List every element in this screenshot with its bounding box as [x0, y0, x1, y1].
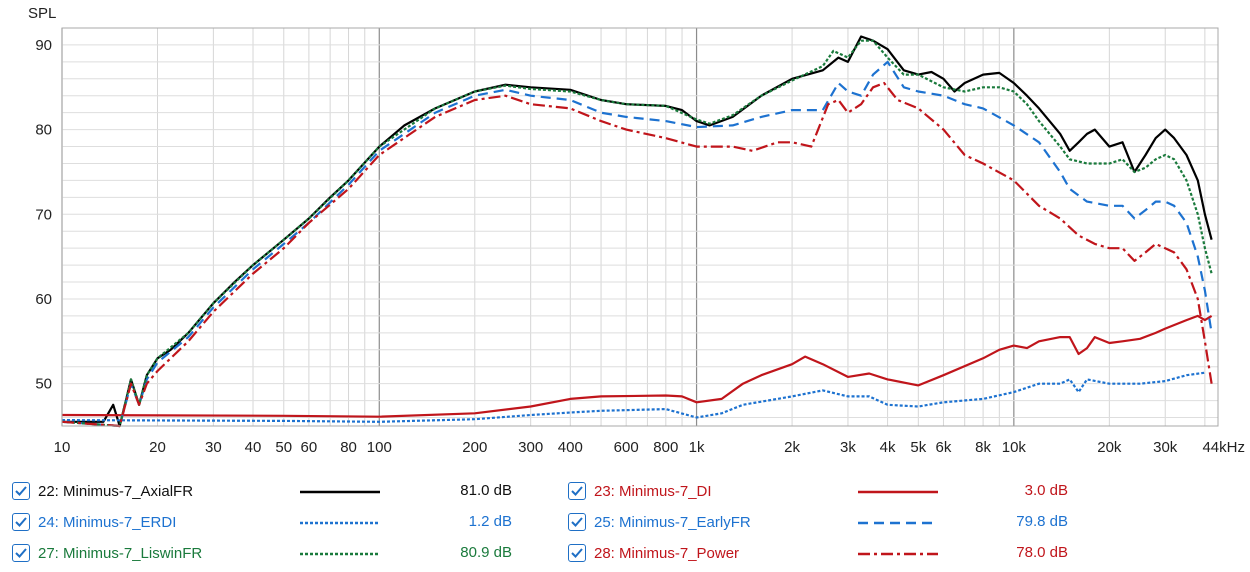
- legend-line-sample: [858, 521, 938, 525]
- series-lines: [61, 35, 1213, 428]
- x-tick-label: 20: [149, 439, 166, 456]
- legend-line-sample: [858, 490, 938, 494]
- y-tick-label: 80: [35, 122, 52, 139]
- checkbox-checked-icon[interactable]: [568, 544, 586, 562]
- series-line-minimus-7-liswinfr: [61, 39, 1213, 428]
- checkbox-checked-icon[interactable]: [568, 482, 586, 500]
- series-line-minimus-7-earlyfr: [61, 60, 1213, 428]
- frequency-response-chart: SPL 10 20 30 40 50 60 80 100 200 300 400 600 800 1k 2k…: [28, 5, 1245, 456]
- checkbox-checked-icon[interactable]: [568, 513, 586, 531]
- legend-value: 78.0 dB: [1016, 544, 1068, 561]
- legend-item[interactable]: 28: Minimus-7_Power: [568, 540, 739, 566]
- x-tick-label: 1k: [689, 439, 705, 456]
- x-tick-label: 5k: [910, 439, 926, 456]
- legend-line-sample: [300, 552, 380, 556]
- legend-value: 81.0 dB: [460, 482, 512, 499]
- y-tick-label: 90: [35, 37, 52, 54]
- x-tick-label: 60: [301, 439, 318, 456]
- legend-line-sample: [300, 521, 380, 525]
- checkbox-checked-icon[interactable]: [12, 482, 30, 500]
- x-tick-label: 4k: [880, 439, 896, 456]
- legend-item[interactable]: 23: Minimus-7_DI: [568, 478, 712, 504]
- legend-value: 1.2 dB: [468, 513, 512, 530]
- x-tick-label: 3k: [840, 439, 856, 456]
- legend-line-sample: [858, 552, 938, 556]
- legend-value: 79.8 dB: [1016, 513, 1068, 530]
- legend-item[interactable]: 24: Minimus-7_ERDI: [12, 509, 176, 535]
- x-tick-label: 20k: [1097, 439, 1122, 456]
- x-tick-label: 800: [653, 439, 678, 456]
- legend-value: 80.9 dB: [460, 544, 512, 561]
- legend-value: 3.0 dB: [1024, 482, 1068, 499]
- y-tick-label: 70: [35, 206, 52, 223]
- y-tick-label: 60: [35, 291, 52, 308]
- plot-grid: [61, 27, 1218, 426]
- y-tick-label: 50: [35, 376, 52, 393]
- legend-label: 28: Minimus-7_Power: [594, 544, 740, 562]
- series-line-minimus-7-power: [61, 81, 1213, 428]
- x-tick-label: 100: [367, 439, 392, 456]
- x-tick-label: 44kHz: [1202, 439, 1245, 456]
- series-line-minimus-7-di: [61, 314, 1213, 418]
- x-tick-label: 6k: [936, 439, 952, 456]
- x-tick-label: 400: [558, 439, 583, 456]
- plot-frame: [61, 27, 1219, 427]
- legend-label: 27: Minimus-7_LiswinFR: [38, 544, 203, 562]
- x-tick-label: 2k: [784, 439, 800, 456]
- legend-label: 23: Minimus-7_DI: [594, 482, 712, 500]
- x-tick-label: 10k: [1002, 439, 1027, 456]
- x-tick-label: 50: [275, 439, 292, 456]
- series-line-minimus-7-erdi: [61, 371, 1206, 423]
- legend-label: 24: Minimus-7_ERDI: [38, 513, 177, 531]
- legend-label: 22: Minimus-7_AxialFR: [38, 482, 194, 500]
- x-tick-label: 300: [518, 439, 543, 456]
- y-axis-label: SPL: [28, 5, 56, 22]
- legend-item[interactable]: 25: Minimus-7_EarlyFR: [568, 509, 751, 535]
- x-tick-label: 30: [205, 439, 222, 456]
- legend-line-sample: [300, 490, 380, 494]
- legend: 22: Minimus-7_AxialFR 81.0 dB 23: Minimus-…: [0, 474, 1250, 572]
- x-tick-label: 8k: [975, 439, 991, 456]
- x-tick-label: 10: [54, 439, 71, 456]
- legend-label: 25: Minimus-7_EarlyFR: [594, 513, 751, 531]
- x-tick-label: 40: [245, 439, 262, 456]
- axis-ticks: 10 20 30 40 50 60 80 100 200 300 400 600 800 1k 2k 3k 4k…: [35, 37, 1245, 456]
- legend-item[interactable]: 27: Minimus-7_LiswinFR: [12, 540, 202, 566]
- x-tick-label: 200: [462, 439, 487, 456]
- checkbox-checked-icon[interactable]: [12, 513, 30, 531]
- x-tick-label: 600: [614, 439, 639, 456]
- legend-item[interactable]: 22: Minimus-7_AxialFR: [12, 478, 193, 504]
- checkbox-checked-icon[interactable]: [12, 544, 30, 562]
- x-tick-label: 30k: [1153, 439, 1178, 456]
- x-tick-label: 80: [340, 439, 357, 456]
